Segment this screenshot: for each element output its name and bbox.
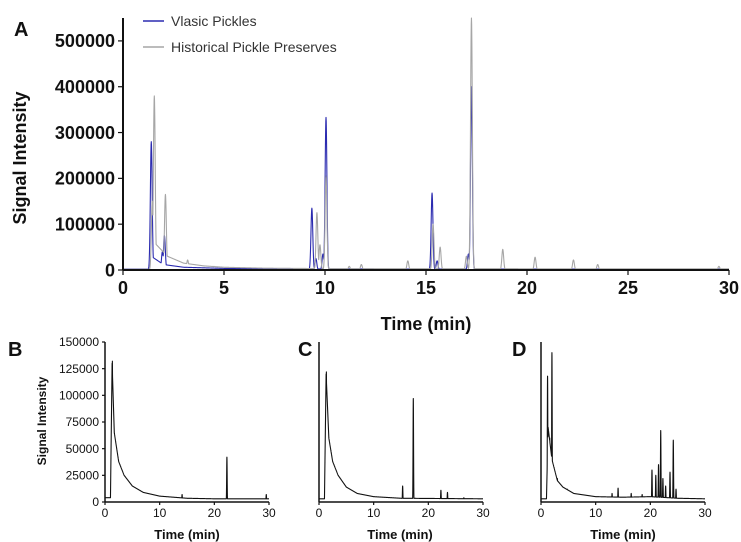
panel-b-x-tick-label: 20 — [208, 506, 222, 520]
panel-b-x-label: Time (min) — [154, 527, 220, 542]
panel-a-y-label: Signal Intensity — [10, 91, 30, 224]
panel-c-x-tick-label: 10 — [367, 506, 381, 520]
panel-a-y-tick-label: 300000 — [55, 123, 115, 143]
panel-a-y-tick-label: 500000 — [55, 31, 115, 51]
panel-b-y-tick-label: 0 — [92, 495, 99, 509]
panel-b-y-tick-label: 25000 — [66, 469, 100, 483]
panel-b-y-tick-label: 100000 — [59, 389, 99, 403]
panel-a-x-tick-label: 15 — [416, 278, 436, 298]
panel-d-x-label: Time (min) — [590, 527, 656, 542]
panel-a-x-tick-label: 25 — [618, 278, 638, 298]
panel-c-x-tick-label: 20 — [422, 506, 436, 520]
chart-panel-d: 0 10 20 30 — [538, 342, 712, 520]
panel-a-x-tick-label: 5 — [219, 278, 229, 298]
panel-a-x-tick-label: 0 — [118, 278, 128, 298]
panel-c-x-label: Time (min) — [367, 527, 433, 542]
panel-b-x-tick-label: 0 — [102, 506, 109, 520]
panel-a-series-1-line — [122, 17, 730, 270]
panel-a-series-0-line — [122, 86, 730, 270]
panel-label-d: D — [512, 339, 526, 361]
legend-label-historical: Historical Pickle Preserves — [171, 39, 337, 55]
chart-panel-c: 0 10 20 30 — [316, 342, 490, 520]
panel-label-c: C — [298, 339, 312, 361]
panel-a-y-tick-label: 200000 — [55, 169, 115, 189]
panel-a-x-label: Time (min) — [381, 314, 472, 334]
panel-c-x-tick-label: 0 — [316, 506, 323, 520]
panel-d-x-tick-label: 20 — [644, 506, 658, 520]
panel-b-x-tick-label: 10 — [153, 506, 167, 520]
chart-panel-a: 0 5 10 15 20 25 30 0 100000 200000 300000 400000 500… — [55, 17, 739, 298]
panel-c-series-0-line — [318, 371, 484, 500]
panel-b-y-tick-label: 50000 — [66, 442, 100, 456]
panel-c-x-tick-label: 30 — [476, 506, 490, 520]
panel-b-y-tick-label: 150000 — [59, 335, 99, 349]
panel-d-series-0-line — [540, 352, 706, 500]
legend: Vlasic Pickles Historical Pickle Preserv… — [143, 13, 337, 55]
panel-a-y-tick-label: 100000 — [55, 214, 115, 234]
panel-d-x-tick-label: 0 — [538, 506, 545, 520]
panel-d-x-tick-label: 30 — [698, 506, 712, 520]
panel-a-x-tick-label: 30 — [719, 278, 739, 298]
panel-b-y-tick-label: 125000 — [59, 362, 99, 376]
panel-b-y-tick-label: 75000 — [66, 415, 100, 429]
panel-b-series-0-line — [104, 360, 270, 500]
panel-a-y-tick-label: 400000 — [55, 77, 115, 97]
panel-label-b: B — [8, 339, 22, 361]
chart-panel-b: 0 10 20 30 0 25000 50000 75000 100000 125000 15000… — [59, 335, 276, 520]
panel-d-x-tick-label: 10 — [589, 506, 603, 520]
panel-a-x-tick-label: 10 — [315, 278, 335, 298]
panel-b-y-label: Signal Intensity — [35, 376, 49, 465]
legend-label-vlasic: Vlasic Pickles — [171, 13, 257, 29]
panel-label-a: A — [14, 19, 28, 41]
panel-a-y-tick-label: 0 — [105, 260, 115, 280]
panel-b-x-tick-label: 30 — [262, 506, 276, 520]
panel-a-x-tick-label: 20 — [517, 278, 537, 298]
